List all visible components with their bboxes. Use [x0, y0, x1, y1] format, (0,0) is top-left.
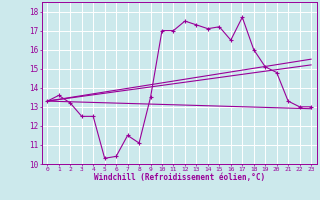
X-axis label: Windchill (Refroidissement éolien,°C): Windchill (Refroidissement éolien,°C) — [94, 173, 265, 182]
